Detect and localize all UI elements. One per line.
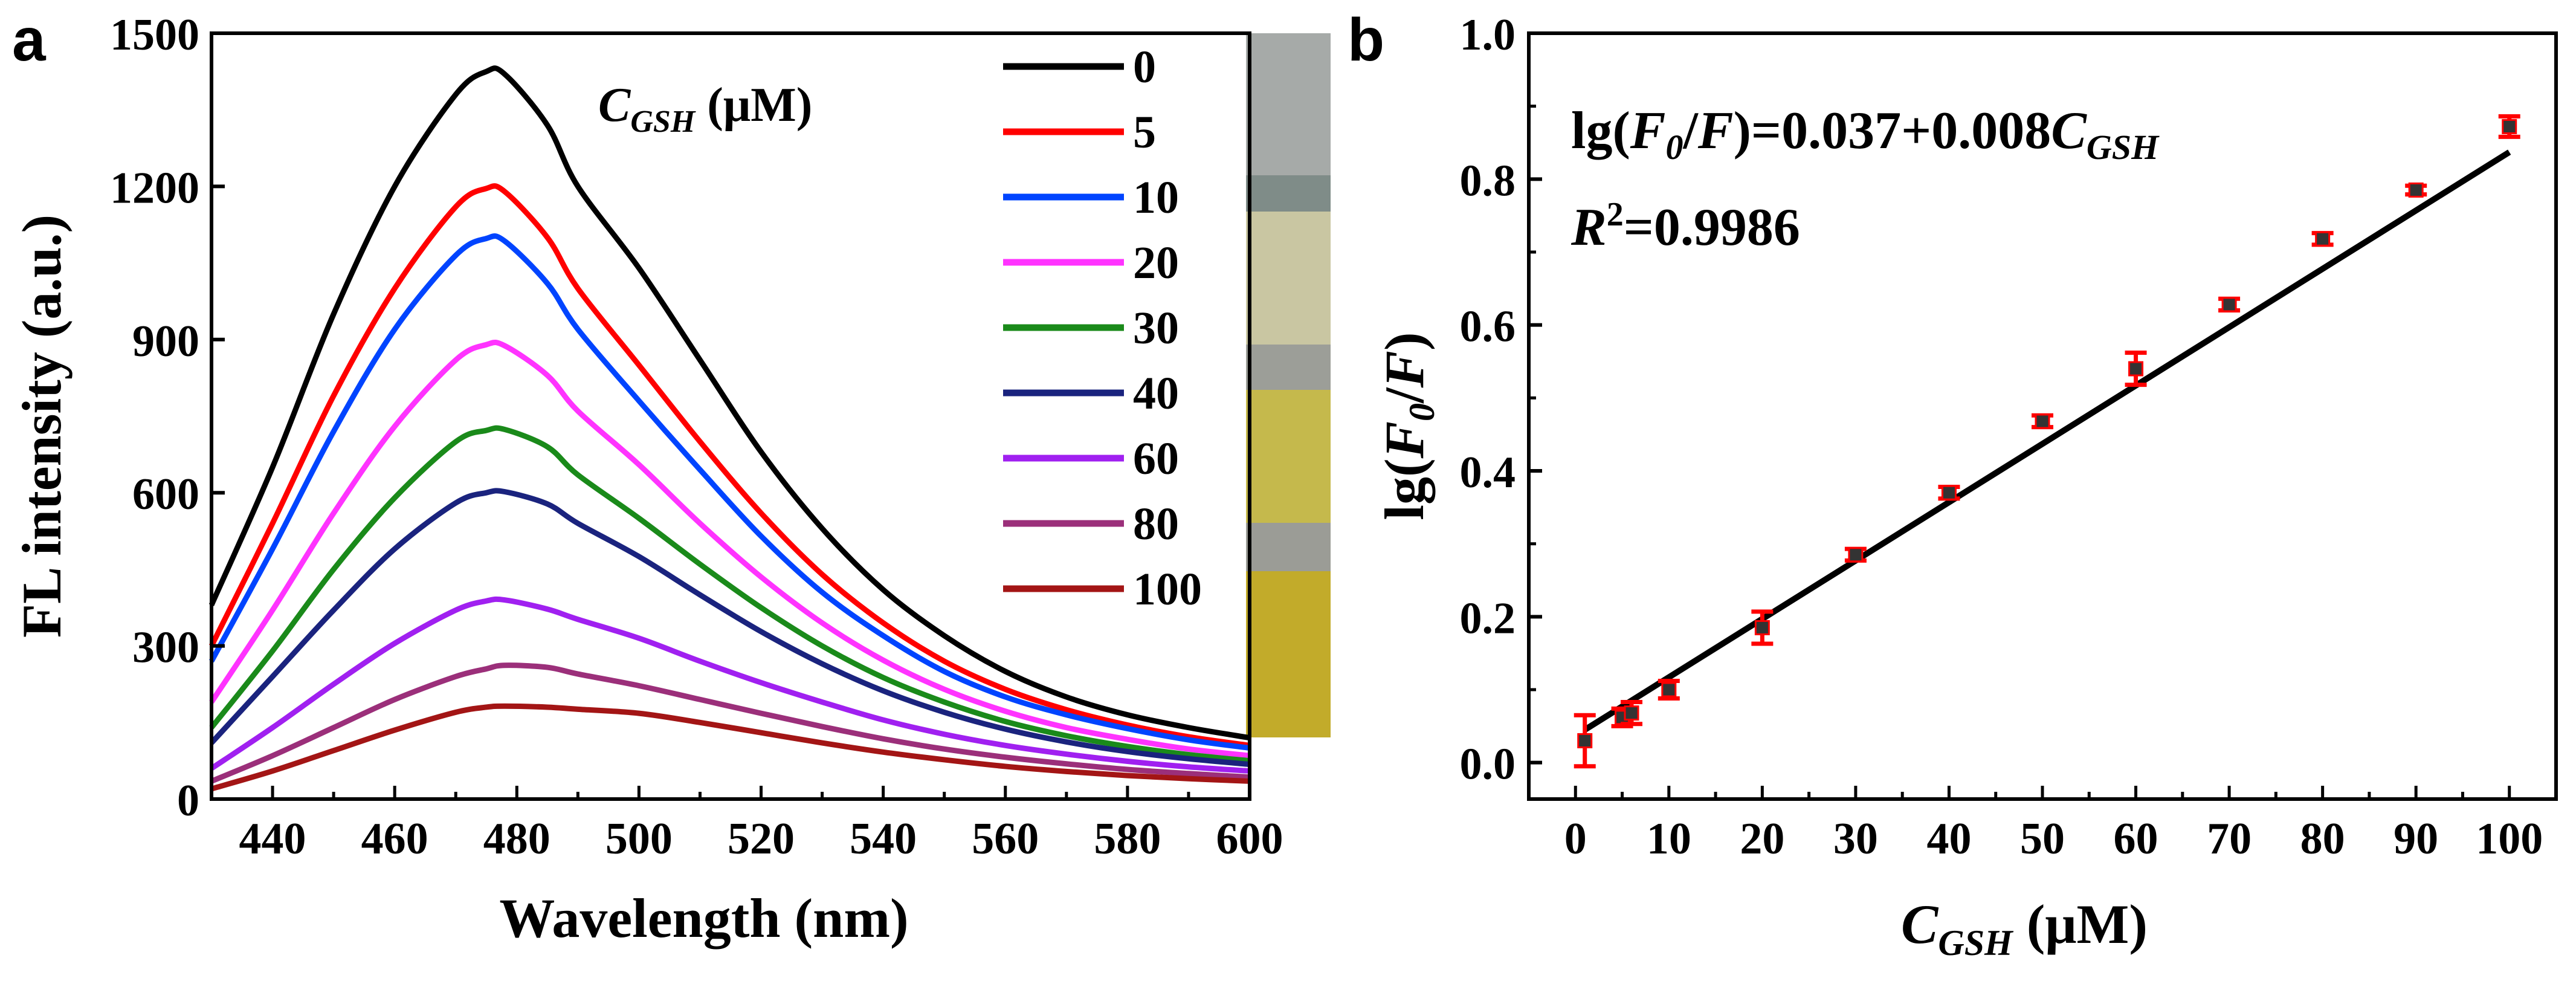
x-tick-label: 60 xyxy=(2114,814,2158,864)
legend-label: 30 xyxy=(1133,303,1179,354)
y-tick-label: 0.4 xyxy=(1460,448,1516,497)
legend-label: 20 xyxy=(1133,238,1179,288)
data-point xyxy=(2221,297,2237,312)
spectrum-line xyxy=(209,233,1250,751)
legend-label: 100 xyxy=(1133,564,1202,615)
data-point xyxy=(2408,182,2424,198)
data-point xyxy=(1754,620,1770,635)
spectrum-line xyxy=(209,425,1250,764)
data-point xyxy=(1941,485,1957,500)
x-tick-label: 480 xyxy=(483,814,550,864)
panel-a-x-axis-title: Wavelength (nm) xyxy=(499,887,908,949)
spectrum-line xyxy=(210,662,1250,784)
panel-b-axes: 0.0 0.2 0.4 0.6 0.8 1.0 0 10 20 30 40 50 60 70 80 90 100 xyxy=(1460,10,2558,864)
legend-label: 40 xyxy=(1133,368,1179,419)
data-point xyxy=(1577,733,1593,748)
spectra-curves xyxy=(208,65,1250,792)
x-tick-label: 560 xyxy=(972,814,1039,864)
x-tick-label: 460 xyxy=(361,814,428,864)
data-point xyxy=(2502,118,2517,134)
data-point xyxy=(1624,705,1639,721)
plot-frame xyxy=(210,31,1251,801)
legend-label: 5 xyxy=(1133,107,1156,158)
spectrum-line xyxy=(209,488,1250,768)
spectrum-line xyxy=(208,65,1250,741)
x-tick-label: 20 xyxy=(1740,814,1784,864)
y-tick-label: 300 xyxy=(132,623,199,673)
x-tick-label: 90 xyxy=(2394,814,2438,864)
panel-a-legend-title: CGSH (μM) xyxy=(598,79,812,139)
cuvette-segment xyxy=(1246,175,1331,212)
cuvette-segment xyxy=(1246,571,1331,737)
y-tick-label: 1.0 xyxy=(1460,10,1516,60)
data-point xyxy=(1848,547,1864,563)
x-tick-label: 80 xyxy=(2300,814,2345,864)
panel-b-x-axis-title: CGSH (μM) xyxy=(1901,893,2148,963)
y-tick-label: 0 xyxy=(177,776,199,826)
x-tick-label: 520 xyxy=(728,814,795,864)
y-tick-label: 0.8 xyxy=(1460,156,1516,206)
spectrum-line xyxy=(208,183,1250,748)
y-tick-label: 1500 xyxy=(110,10,199,60)
y-tick-label: 900 xyxy=(132,317,199,366)
x-tick-label: 10 xyxy=(1647,814,1691,864)
x-tick-label: 70 xyxy=(2207,814,2252,864)
cuvette-photo-strip xyxy=(1246,33,1331,737)
x-tick-label: 580 xyxy=(1094,814,1161,864)
cuvette-segment xyxy=(1246,345,1331,390)
panel-a-label: a xyxy=(12,6,47,74)
r-squared: R2=0.9986 xyxy=(1570,196,1800,257)
panel-a-legend: 0 5 10 20 30 40 60 80 100 xyxy=(1003,42,1202,615)
y-tick-label: 600 xyxy=(132,470,199,519)
linear-fit-line xyxy=(1583,149,2511,733)
cuvette-segment xyxy=(1246,523,1331,571)
data-point xyxy=(2315,231,2331,247)
y-tick-label: 0.2 xyxy=(1460,594,1516,643)
x-tick-label: 540 xyxy=(850,814,917,864)
y-tick-label: 1200 xyxy=(110,163,199,213)
panel-b-label: b xyxy=(1348,6,1384,74)
legend-label: 10 xyxy=(1133,172,1179,223)
data-point xyxy=(1661,682,1677,698)
x-tick-label: 30 xyxy=(1833,814,1878,864)
spectrum-line xyxy=(209,339,1250,759)
legend-label: 80 xyxy=(1133,499,1179,549)
x-tick-label: 500 xyxy=(605,814,673,864)
cuvette-segment xyxy=(1246,33,1331,175)
data-point xyxy=(2035,413,2050,429)
fit-line xyxy=(1583,149,2511,733)
x-tick-label: 40 xyxy=(1926,814,1971,864)
x-tick-label: 600 xyxy=(1216,814,1283,864)
panel-b-y-axis-title: lg(F0/F) xyxy=(1374,332,1442,520)
x-tick-label: 440 xyxy=(239,814,306,864)
panel-b-chart: b 0.0 0.2 0.4 0.6 0.8 1.0 0 10 20 30 40 50 60 70 80 90 1… xyxy=(1348,6,2558,963)
spectrum-line xyxy=(210,596,1250,774)
cuvette-segment xyxy=(1246,390,1331,523)
spectrum-line xyxy=(210,703,1250,792)
x-tick-label: 0 xyxy=(1564,814,1587,864)
panel-a-y-axis-title: FL intensity (a.u.) xyxy=(11,215,73,638)
y-tick-label: 0.0 xyxy=(1460,740,1516,789)
calibration-points xyxy=(1574,114,2520,769)
x-tick-label: 50 xyxy=(2020,814,2065,864)
legend-label: 60 xyxy=(1133,433,1179,484)
cuvette-segment xyxy=(1246,212,1331,345)
legend-label: 0 xyxy=(1133,42,1156,92)
y-tick-label: 0.6 xyxy=(1460,302,1516,352)
fit-equation: lg(F0/F)=0.037+0.008CGSH xyxy=(1571,102,2160,167)
data-point xyxy=(2128,361,2144,377)
x-tick-label: 100 xyxy=(2476,814,2543,864)
